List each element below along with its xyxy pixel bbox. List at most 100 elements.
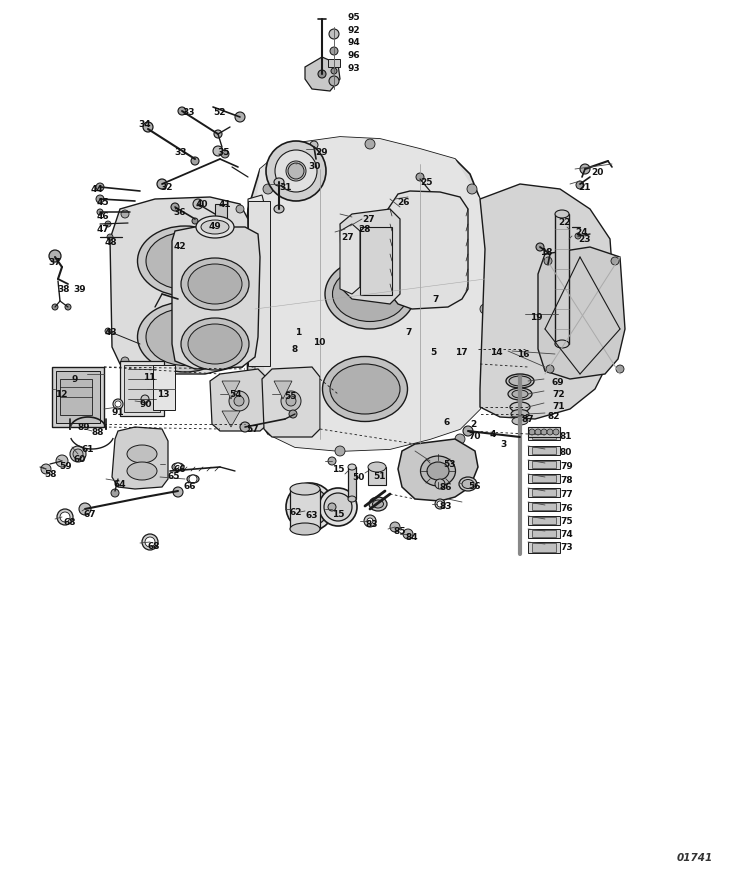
Text: 7: 7 xyxy=(405,327,411,336)
Text: 18: 18 xyxy=(540,248,553,256)
Text: 50: 50 xyxy=(352,472,364,481)
Text: 74: 74 xyxy=(560,529,573,538)
Text: 31: 31 xyxy=(279,183,292,191)
Circle shape xyxy=(364,515,376,528)
Text: 72: 72 xyxy=(552,390,565,399)
Ellipse shape xyxy=(324,493,352,522)
Ellipse shape xyxy=(330,364,400,414)
Circle shape xyxy=(142,535,158,551)
Circle shape xyxy=(310,142,318,150)
Text: 61: 61 xyxy=(82,444,94,453)
Bar xyxy=(153,365,175,411)
Circle shape xyxy=(328,503,336,511)
Bar xyxy=(124,365,160,413)
Text: 22: 22 xyxy=(558,218,571,227)
Polygon shape xyxy=(222,382,240,399)
Ellipse shape xyxy=(332,267,407,322)
Circle shape xyxy=(70,447,86,463)
Text: 65: 65 xyxy=(167,471,179,480)
Ellipse shape xyxy=(462,480,474,489)
Text: 26: 26 xyxy=(397,198,410,206)
Ellipse shape xyxy=(421,457,455,486)
Ellipse shape xyxy=(286,162,306,182)
Text: 67: 67 xyxy=(83,509,96,518)
Circle shape xyxy=(240,422,250,433)
Polygon shape xyxy=(248,210,255,414)
Polygon shape xyxy=(172,227,260,370)
Text: 29: 29 xyxy=(315,148,328,157)
Circle shape xyxy=(105,328,111,335)
Text: 4: 4 xyxy=(490,429,496,438)
Circle shape xyxy=(115,401,121,407)
Text: 41: 41 xyxy=(219,200,232,209)
Bar xyxy=(368,467,386,486)
Text: 17: 17 xyxy=(455,348,468,356)
Bar xyxy=(120,362,164,416)
Text: 42: 42 xyxy=(174,241,187,251)
Circle shape xyxy=(480,305,490,314)
Circle shape xyxy=(288,164,304,180)
Circle shape xyxy=(145,537,155,547)
Bar xyxy=(215,205,227,219)
Ellipse shape xyxy=(555,211,569,219)
Text: 85: 85 xyxy=(393,527,406,536)
Circle shape xyxy=(121,211,129,219)
Ellipse shape xyxy=(506,375,534,389)
Bar xyxy=(528,474,560,484)
Circle shape xyxy=(97,210,103,216)
Circle shape xyxy=(544,258,552,266)
Text: 34: 34 xyxy=(138,120,151,129)
Text: 76: 76 xyxy=(560,503,573,513)
Text: 62: 62 xyxy=(290,507,302,516)
Text: 20: 20 xyxy=(591,168,603,176)
Ellipse shape xyxy=(319,488,357,527)
Ellipse shape xyxy=(325,260,415,329)
Text: 81: 81 xyxy=(560,431,572,441)
Ellipse shape xyxy=(511,410,529,419)
Polygon shape xyxy=(210,370,268,431)
Text: 19: 19 xyxy=(530,313,542,321)
Circle shape xyxy=(580,165,590,175)
Text: 01741: 01741 xyxy=(676,852,713,862)
Circle shape xyxy=(535,429,541,435)
Circle shape xyxy=(250,305,260,314)
Text: 66: 66 xyxy=(183,481,196,491)
Circle shape xyxy=(178,108,186,116)
Ellipse shape xyxy=(201,220,229,234)
Text: 60: 60 xyxy=(74,455,86,464)
Ellipse shape xyxy=(508,389,532,400)
Circle shape xyxy=(546,365,554,373)
Circle shape xyxy=(60,513,70,522)
Ellipse shape xyxy=(172,464,184,471)
Circle shape xyxy=(616,365,624,373)
Bar xyxy=(328,60,340,68)
Text: 33: 33 xyxy=(174,148,187,157)
Circle shape xyxy=(575,234,581,240)
Ellipse shape xyxy=(187,476,199,484)
Text: 77: 77 xyxy=(560,489,573,499)
Circle shape xyxy=(141,396,149,404)
Polygon shape xyxy=(388,191,468,310)
Text: 58: 58 xyxy=(44,470,56,479)
Text: 7: 7 xyxy=(432,295,438,304)
Text: 90: 90 xyxy=(140,399,152,408)
Bar xyxy=(528,543,560,553)
Text: 27: 27 xyxy=(341,233,354,241)
Ellipse shape xyxy=(188,264,242,305)
Text: 37: 37 xyxy=(48,258,61,267)
Text: 57: 57 xyxy=(246,425,259,434)
Text: 21: 21 xyxy=(578,183,590,191)
Circle shape xyxy=(57,509,73,525)
Circle shape xyxy=(403,529,413,539)
Circle shape xyxy=(390,522,400,532)
Text: 59: 59 xyxy=(59,462,72,471)
Polygon shape xyxy=(245,138,485,451)
Ellipse shape xyxy=(274,179,284,187)
Text: 16: 16 xyxy=(517,349,530,358)
Ellipse shape xyxy=(290,484,320,495)
Text: 54: 54 xyxy=(229,390,242,399)
Text: 63: 63 xyxy=(306,510,319,520)
Text: 68: 68 xyxy=(63,517,76,527)
Text: 88: 88 xyxy=(91,428,104,436)
Text: 11: 11 xyxy=(143,372,155,382)
